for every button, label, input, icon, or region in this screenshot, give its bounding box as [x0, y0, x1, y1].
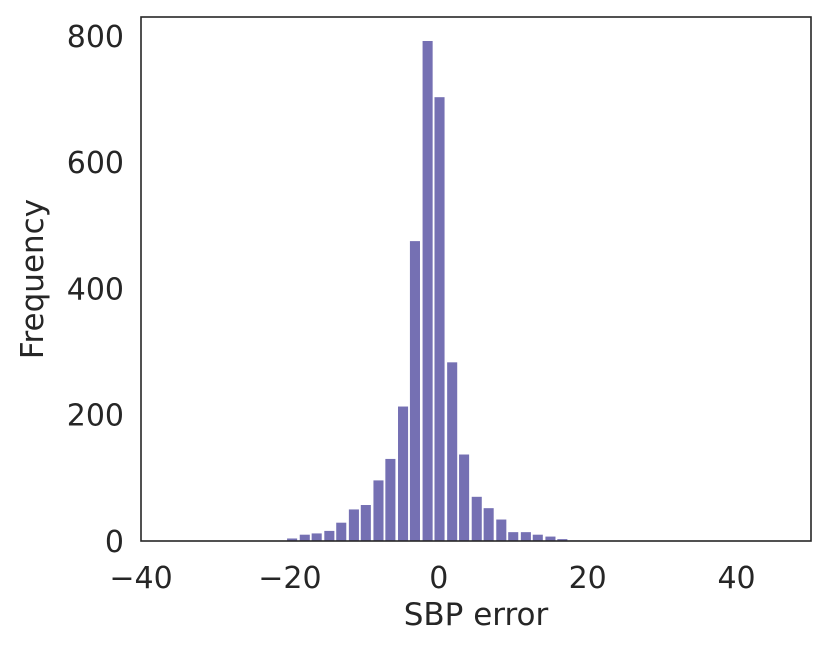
x-tick-label-4: 40 — [717, 561, 755, 596]
histogram-bar-8 — [385, 458, 396, 541]
x-tick-label-0: −40 — [109, 561, 172, 596]
histogram-bar-9 — [398, 406, 409, 541]
histogram-bar-0 — [287, 538, 298, 541]
y-tick-labels: 0 200 400 600 800 — [67, 20, 124, 560]
y-axis-label: Frequency — [15, 199, 51, 359]
histogram-bar-14 — [459, 454, 470, 541]
histogram-bar-13 — [447, 362, 458, 541]
y-tick-label-0: 0 — [105, 525, 124, 560]
histogram-bar-10 — [409, 241, 420, 541]
y-tick-label-1: 200 — [67, 399, 124, 434]
histogram-bar-3 — [324, 530, 335, 541]
histogram-bar-11 — [422, 40, 433, 542]
histogram-bar-22 — [557, 539, 568, 541]
histogram-bar-20 — [532, 534, 543, 541]
histogram-bar-19 — [520, 532, 531, 541]
histogram-bar-2 — [311, 533, 322, 541]
histogram-bar-21 — [545, 536, 556, 541]
histogram-bar-16 — [483, 508, 494, 541]
x-tick-label-1: −20 — [258, 561, 321, 596]
y-tick-label-4: 800 — [67, 20, 124, 55]
y-tick-label-2: 400 — [67, 272, 124, 307]
histogram-bar-15 — [471, 496, 482, 541]
histogram-bar-17 — [496, 519, 507, 541]
bars-group — [287, 40, 581, 542]
histogram-bar-7 — [373, 480, 384, 541]
histogram-bar-1 — [299, 534, 310, 541]
x-tick-label-3: 20 — [569, 561, 607, 596]
x-tick-label-2: 0 — [429, 561, 448, 596]
x-tick-labels: −40 −20 0 20 40 — [109, 561, 755, 596]
x-axis-label: SBP error — [404, 597, 549, 633]
histogram-bar-18 — [508, 532, 519, 541]
histogram-bar-5 — [348, 509, 359, 541]
y-tick-label-3: 600 — [67, 146, 124, 181]
histogram-bar-12 — [434, 97, 445, 542]
histogram-bar-4 — [336, 522, 347, 541]
plot-frame — [140, 16, 812, 542]
histogram-bar-6 — [360, 505, 371, 541]
